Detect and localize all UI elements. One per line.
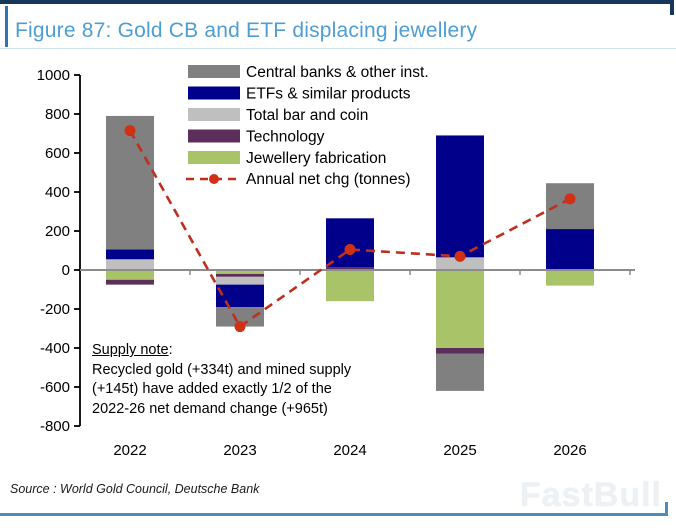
legend-swatch	[188, 86, 240, 100]
legend-label: Technology	[246, 129, 325, 146]
supply-note-heading: Supply note:	[92, 342, 173, 358]
y-axis-label: 600	[45, 145, 70, 162]
x-axis-label: 2026	[553, 442, 586, 459]
top-border-rule	[0, 0, 674, 4]
bar-segment-2025	[436, 270, 484, 348]
x-axis-label: 2024	[333, 442, 366, 459]
x-axis-label: 2025	[443, 442, 476, 459]
bar-segment-2023	[216, 270, 264, 274]
net-change-marker	[344, 244, 356, 256]
supply-note-line: Recycled gold (+334t) and mined supply	[92, 361, 352, 378]
y-axis-label: 1000	[37, 67, 70, 84]
y-axis-label: -200	[40, 301, 70, 318]
supply-note-line: (+145t) have added exactly 1/2 of the	[92, 381, 332, 397]
bar-segment-2023	[216, 273, 264, 277]
bar-segment-2025	[436, 353, 484, 391]
net-change-marker	[564, 193, 576, 205]
x-axis-label: 2022	[113, 442, 146, 459]
y-axis-label: -800	[40, 418, 70, 435]
net-change-marker	[454, 250, 466, 262]
top-border-rule-end	[670, 0, 674, 15]
net-change-line	[128, 129, 571, 329]
legend-line-marker	[209, 174, 219, 184]
y-axis-label: -400	[40, 340, 70, 357]
bar-segment-2024	[326, 218, 374, 268]
x-axis-label: 2023	[223, 442, 256, 459]
bar-segment-2026	[546, 270, 594, 286]
supply-note-line: 2022-26 net demand change (+965t)	[92, 400, 328, 417]
bar-segment-2025	[436, 135, 484, 258]
bar-segment-2024	[326, 267, 374, 270]
net-change-marker	[234, 321, 246, 333]
bar-segment-2025	[436, 257, 484, 270]
legend-swatch	[188, 65, 240, 78]
bar-segment-2022	[106, 279, 154, 285]
legend-label: Annual net chg (tonnes)	[246, 171, 411, 188]
figure-title: Figure 87: Gold CB and ETF displacing je…	[15, 19, 478, 42]
bar-segment-2022	[106, 270, 154, 280]
y-axis-label: 0	[62, 262, 70, 279]
source-attribution: Source : World Gold Council, Deutsche Ba…	[10, 482, 260, 496]
bar-segment-2022	[106, 249, 154, 260]
y-axis-label: 800	[45, 106, 70, 123]
net-change-marker	[124, 125, 136, 137]
bar-segment-2023	[216, 276, 264, 285]
legend-swatch	[188, 151, 240, 164]
bar-segment-2023	[216, 307, 264, 327]
bar-segment-2022	[106, 115, 154, 250]
supply-note: Supply note: Recycled gold (+334t) and m…	[92, 341, 402, 419]
legend-swatch	[188, 108, 240, 121]
y-axis-label: 200	[45, 223, 70, 240]
legend-label: Total bar and coin	[246, 107, 368, 124]
bar-segment-2026	[546, 183, 594, 230]
bottom-border-rule-end	[665, 502, 668, 516]
y-axis-label: -600	[40, 379, 70, 396]
bottom-border-rule	[0, 513, 668, 516]
bar-segment-2024	[326, 270, 374, 302]
title-separator-rule	[0, 48, 676, 49]
bar-segment-2022	[106, 259, 154, 270]
legend-label: ETFs & similar products	[246, 86, 411, 103]
title-accent-bar	[5, 6, 8, 47]
bar-segment-2026	[546, 229, 594, 270]
fastbull-watermark: FastBull	[519, 476, 662, 514]
legend-swatch	[188, 129, 240, 143]
legend-label: Jewellery fabrication	[246, 150, 386, 167]
legend-label: Central banks & other inst.	[246, 64, 429, 81]
bar-segment-2023	[216, 284, 264, 308]
y-axis-label: 400	[45, 184, 70, 201]
bar-segment-2025	[436, 348, 484, 354]
